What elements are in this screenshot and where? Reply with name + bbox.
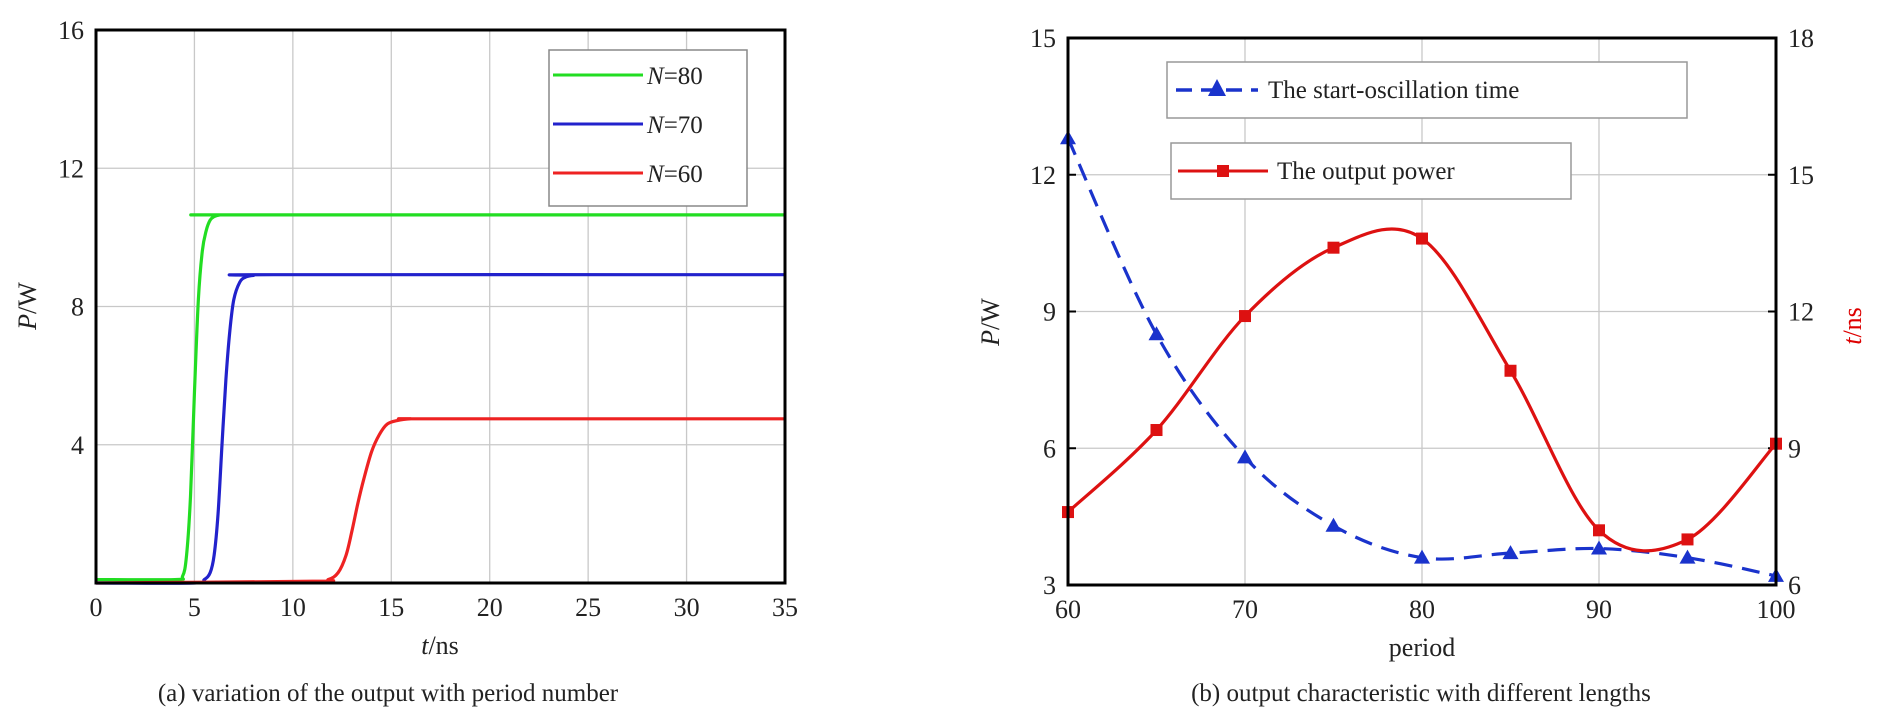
chart-b-y-ticks: 3 6 9 12 15 — [1030, 24, 1056, 600]
legend-label-n70: N=70 — [646, 112, 703, 139]
y-tick-label: 4 — [71, 431, 84, 460]
legend-marker-triangle — [1208, 79, 1226, 96]
series-line-n-60 — [95, 417, 785, 585]
y-tick-label: 12 — [1030, 161, 1056, 190]
x-tick-label: 10 — [280, 593, 306, 622]
x-tick-label: 70 — [1232, 595, 1258, 624]
point-the-start-oscillation-time-75 — [1325, 517, 1342, 532]
x-tick-label: 100 — [1757, 595, 1796, 624]
chart-b-legend-time: The start-oscillation time — [1166, 61, 1688, 119]
y2-tick-label: 9 — [1788, 434, 1801, 463]
chart-a-y-ticks: 4 8 12 16 — [58, 16, 84, 460]
series-line-n-70 — [95, 273, 786, 585]
x-tick-label: 60 — [1055, 595, 1081, 624]
chart-b-caption: (b) output characteristic with different… — [1191, 680, 1651, 707]
y2-tick-label: 15 — [1788, 161, 1814, 190]
point-the-start-oscillation-time-70 — [1237, 449, 1253, 464]
chart-a-x-axis-label: t/ns — [421, 631, 459, 660]
x-tick-label: 15 — [378, 593, 404, 622]
chart-b-x-axis-label: period — [1389, 633, 1455, 662]
point-the-output-power-75 — [1327, 241, 1340, 254]
chart-a-y-axis-label: P/W — [13, 282, 42, 331]
y-tick-label: 8 — [71, 293, 84, 322]
chart-b-y-axis-label: P/W — [976, 298, 1005, 347]
chart-a-frame — [94, 28, 787, 585]
chart-b-y2-ticks: 6 9 12 15 18 — [1788, 24, 1814, 600]
point-the-start-oscillation-time-95 — [1679, 549, 1696, 564]
legend-label-n60: N=60 — [646, 161, 703, 188]
x-tick-label: 0 — [90, 593, 103, 622]
point-the-start-oscillation-time-85 — [1502, 545, 1519, 560]
point-the-output-power-90 — [1593, 524, 1605, 537]
x-tick-label: 25 — [575, 593, 601, 622]
chart-a-grid — [96, 30, 785, 583]
point-the-start-oscillation-time-80 — [1414, 549, 1430, 564]
chart-b-x-ticks: 60 70 80 90 100 — [1055, 595, 1796, 624]
series-line-n-80 — [95, 213, 785, 582]
point-the-output-power-65 — [1150, 424, 1163, 437]
chart-b-legend-power: The output power — [1170, 142, 1572, 200]
y2-tick-label: 18 — [1788, 24, 1814, 53]
x-tick-label: 35 — [772, 593, 798, 622]
legend-label-output-power: The output power — [1277, 158, 1455, 185]
x-tick-label: 90 — [1586, 595, 1612, 624]
legend-label-start-oscillation-time: The start-oscillation time — [1268, 77, 1519, 104]
y2-tick-label: 12 — [1788, 298, 1814, 327]
point-the-start-oscillation-time-65 — [1148, 326, 1165, 341]
legend-marker-square — [1217, 165, 1229, 177]
y2-tick-label: 6 — [1788, 571, 1801, 600]
point-the-output-power-70 — [1239, 310, 1251, 323]
y-tick-label: 16 — [58, 16, 84, 45]
chart-a-lines — [95, 213, 786, 585]
y-tick-label: 9 — [1043, 298, 1056, 327]
y-tick-label: 15 — [1030, 24, 1056, 53]
y-tick-label: 6 — [1043, 434, 1056, 463]
point-the-output-power-80 — [1416, 232, 1428, 245]
chart-b-y2-axis-label: t/ns — [1838, 307, 1867, 345]
series-line-the-output-power — [1066, 227, 1778, 553]
chart-b-frame — [1066, 36, 1778, 587]
point-the-output-power-95 — [1681, 533, 1694, 546]
x-tick-label: 5 — [188, 593, 201, 622]
y-tick-label: 12 — [58, 154, 84, 183]
x-tick-label: 20 — [477, 593, 503, 622]
chart-a-caption: (a) variation of the output with period … — [158, 680, 619, 707]
point-the-start-oscillation-time-90 — [1591, 540, 1607, 555]
point-the-output-power-85 — [1504, 364, 1517, 377]
x-tick-label: 30 — [674, 593, 700, 622]
chart-a: 0 5 10 15 20 25 30 35 4 8 12 16 t/ns P/W (a) varia… — [13, 16, 798, 707]
y-tick-label: 3 — [1043, 571, 1056, 600]
legend-label-n80: N=80 — [646, 63, 703, 90]
chart-a-x-ticks: 0 5 10 15 20 25 30 35 — [90, 593, 799, 622]
x-tick-label: 80 — [1409, 595, 1435, 624]
chart-a-legend: N=80 N=70 N=60 — [548, 49, 748, 207]
